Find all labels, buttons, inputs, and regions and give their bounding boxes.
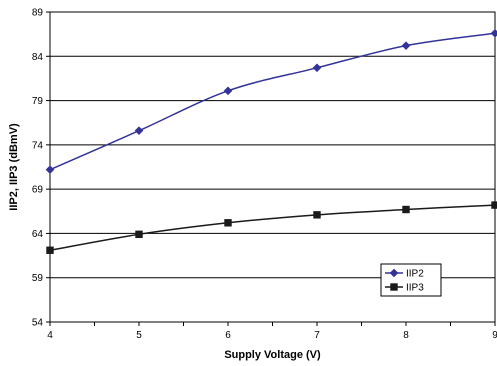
- data-point-iip3: [402, 205, 410, 214]
- data-point-iip2: [134, 126, 144, 135]
- data-point-iip2: [45, 165, 55, 174]
- data-point-iip2: [223, 86, 233, 96]
- y-tick-label: 74: [32, 140, 44, 151]
- y-tick-label: 84: [32, 52, 44, 63]
- y-tick-label: 54: [32, 318, 44, 329]
- x-tick-label: 6: [225, 330, 231, 341]
- x-tick-label: 4: [47, 330, 53, 341]
- data-point-iip3: [224, 219, 232, 227]
- legend-entry-iip2: IIP2: [385, 269, 424, 280]
- legend-marker: [389, 268, 399, 278]
- y-tick-label: 69: [32, 185, 44, 196]
- x-tick-label: 8: [403, 330, 409, 341]
- data-point-iip3: [46, 246, 54, 254]
- series-line-iip3: [49, 204, 496, 251]
- data-point-iip3: [313, 211, 321, 219]
- x-tick-label: 5: [136, 330, 142, 341]
- y-tick-label: 89: [32, 8, 44, 19]
- legend-entry-iip3: IIP3: [385, 283, 424, 294]
- axis-ticks: [46, 11, 496, 326]
- grid-lines: [50, 11, 495, 323]
- legend-marker: [390, 283, 398, 291]
- legend-label: IIP2: [406, 269, 424, 280]
- legend: IIP2 IIP3: [380, 263, 442, 297]
- series-iip2: [45, 28, 497, 174]
- data-point-iip3: [491, 201, 497, 209]
- data-point-iip2: [312, 63, 322, 73]
- data-point-iip3: [135, 230, 143, 239]
- data-point-iip2: [490, 28, 497, 38]
- x-tick-label: 7: [314, 330, 320, 341]
- x-tick-label: 9: [492, 330, 497, 341]
- series-group: [45, 28, 497, 254]
- series-iip3: [46, 201, 497, 254]
- x-axis-title: Supply Voltage (V): [224, 349, 321, 361]
- y-tick-label: 79: [32, 96, 44, 107]
- series-line-iip2: [49, 32, 496, 171]
- legend-label: IIP3: [406, 283, 424, 294]
- y-tick-label: 64: [32, 229, 44, 240]
- y-tick-label: 59: [32, 273, 44, 284]
- data-point-iip2: [401, 41, 411, 50]
- y-axis-title: IIP2, IIP3 (dBmV): [8, 123, 20, 211]
